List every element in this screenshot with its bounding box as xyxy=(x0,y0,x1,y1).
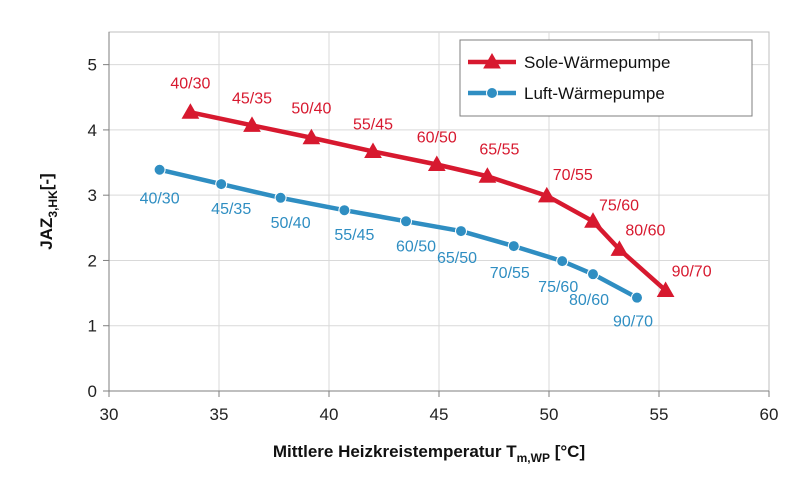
data-label: 75/60 xyxy=(538,279,578,296)
x-tick-label: 35 xyxy=(210,405,229,424)
data-point xyxy=(556,255,569,268)
data-point xyxy=(507,240,520,253)
data-label: 90/70 xyxy=(613,314,653,331)
x-axis-title: Mittlere Heizkreistemperatur Tm,WP [°C] xyxy=(273,442,585,465)
data-label: 90/70 xyxy=(672,263,712,280)
data-label: 65/55 xyxy=(479,141,519,158)
x-tick-label: 30 xyxy=(100,405,119,424)
x-tick-label: 60 xyxy=(760,405,779,424)
data-point xyxy=(427,155,446,172)
data-label: 65/50 xyxy=(437,250,477,267)
data-point xyxy=(656,281,675,297)
data-point xyxy=(610,240,629,256)
y-tick-label: 5 xyxy=(88,56,97,75)
data-label: 40/30 xyxy=(170,75,210,92)
legend-box xyxy=(459,39,753,117)
data-label: 60/50 xyxy=(396,238,436,255)
data-label: 60/50 xyxy=(417,130,457,147)
data-label: 70/55 xyxy=(490,265,530,282)
series-luft-waermepumpe xyxy=(153,163,643,304)
data-label: 50/40 xyxy=(291,101,331,118)
data-point xyxy=(537,186,556,203)
data-label: 55/45 xyxy=(353,116,393,133)
y-tick-label: 0 xyxy=(88,382,97,401)
data-point xyxy=(302,128,321,145)
data-point xyxy=(478,167,497,183)
y-axis-title: JAZ3,HK[-] xyxy=(37,173,60,249)
series-sole-waermepumpe xyxy=(181,103,675,297)
x-tick-label: 50 xyxy=(540,405,559,424)
data-label: 50/40 xyxy=(271,215,311,232)
data-label: 80/60 xyxy=(569,292,609,309)
series-line xyxy=(189,110,668,293)
data-point xyxy=(400,215,412,228)
data-labels: 40/30 45/35 50/40 55/45 60/50 65/55 70/55 75/60… xyxy=(140,75,712,330)
data-point xyxy=(455,225,467,238)
series-layer xyxy=(153,103,675,304)
data-point xyxy=(274,191,287,204)
data-point xyxy=(338,204,351,217)
data-label: 40/30 xyxy=(140,191,180,208)
data-point xyxy=(181,103,200,119)
data-point xyxy=(153,163,166,176)
legend-marker xyxy=(483,52,501,69)
data-label: 55/45 xyxy=(334,227,374,244)
data-point xyxy=(587,268,599,281)
data-point xyxy=(584,212,602,228)
y-tick-label: 4 xyxy=(88,121,97,140)
data-point xyxy=(215,178,228,191)
y-tick-label: 1 xyxy=(88,317,97,336)
data-label: 45/35 xyxy=(211,201,251,218)
data-point xyxy=(364,142,382,158)
legend-marker xyxy=(486,87,498,99)
y-tick-label: 2 xyxy=(88,251,97,270)
legend: Sole-Wärmepumpe Luft-Wärmepumpe xyxy=(459,39,753,117)
data-point xyxy=(631,291,643,304)
legend-label: Sole-Wärmepumpe xyxy=(524,53,670,72)
x-tick-label: 40 xyxy=(320,405,339,424)
x-tick-label: 55 xyxy=(650,405,669,424)
data-label: 75/60 xyxy=(599,197,639,214)
series-line xyxy=(159,167,639,300)
y-tick-label: 3 xyxy=(88,186,97,205)
legend-label: Luft-Wärmepumpe xyxy=(524,84,665,103)
data-point xyxy=(243,116,261,132)
data-label: 70/55 xyxy=(553,167,593,184)
data-label: 80/60 xyxy=(625,222,665,239)
x-tick-label: 45 xyxy=(430,405,449,424)
data-label: 45/35 xyxy=(232,90,272,107)
